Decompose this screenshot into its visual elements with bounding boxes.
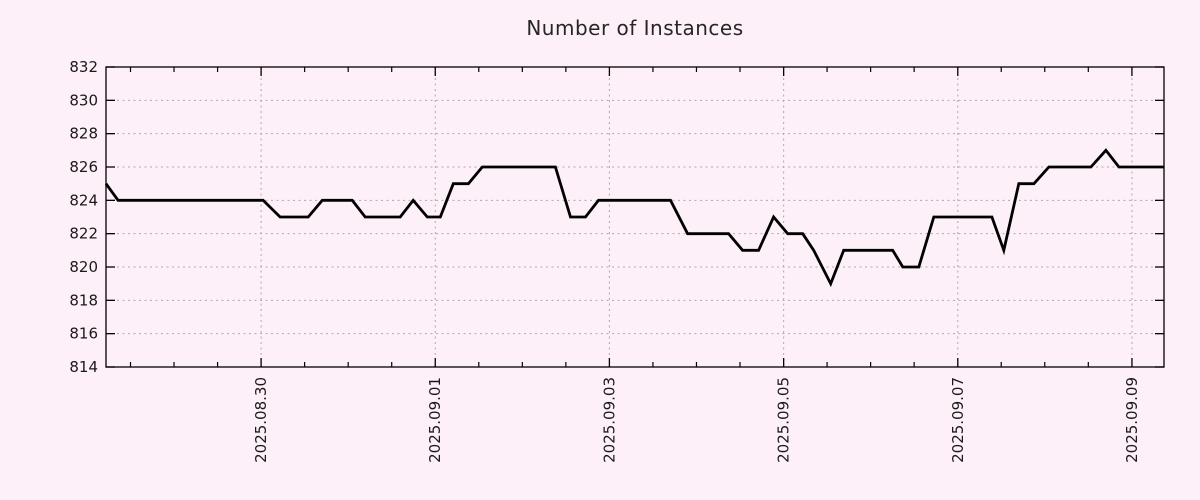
y-tick-label: 826 — [69, 158, 98, 176]
y-tick-label: 822 — [69, 225, 98, 243]
y-tick-label: 830 — [69, 91, 98, 109]
x-tick-label: 2025.09.09 — [1123, 377, 1141, 463]
y-tick-label: 820 — [69, 258, 98, 276]
x-tick-label: 2025.09.07 — [949, 377, 967, 463]
y-tick-label: 832 — [69, 58, 98, 76]
y-tick-label: 816 — [69, 325, 98, 343]
y-tick-label: 828 — [69, 125, 98, 143]
y-tick-label: 824 — [69, 191, 98, 209]
x-tick-label: 2025.09.03 — [600, 377, 618, 463]
x-tick-label: 2025.08.30 — [252, 377, 270, 463]
y-tick-label: 818 — [69, 291, 98, 309]
chart-title: Number of Instances — [526, 16, 744, 40]
x-tick-label: 2025.09.01 — [426, 377, 444, 463]
series-line-instances — [104, 148, 1164, 288]
y-tick-label: 814 — [69, 358, 98, 376]
plot-border — [105, 66, 1165, 368]
x-tick-label: 2025.09.05 — [775, 377, 793, 463]
